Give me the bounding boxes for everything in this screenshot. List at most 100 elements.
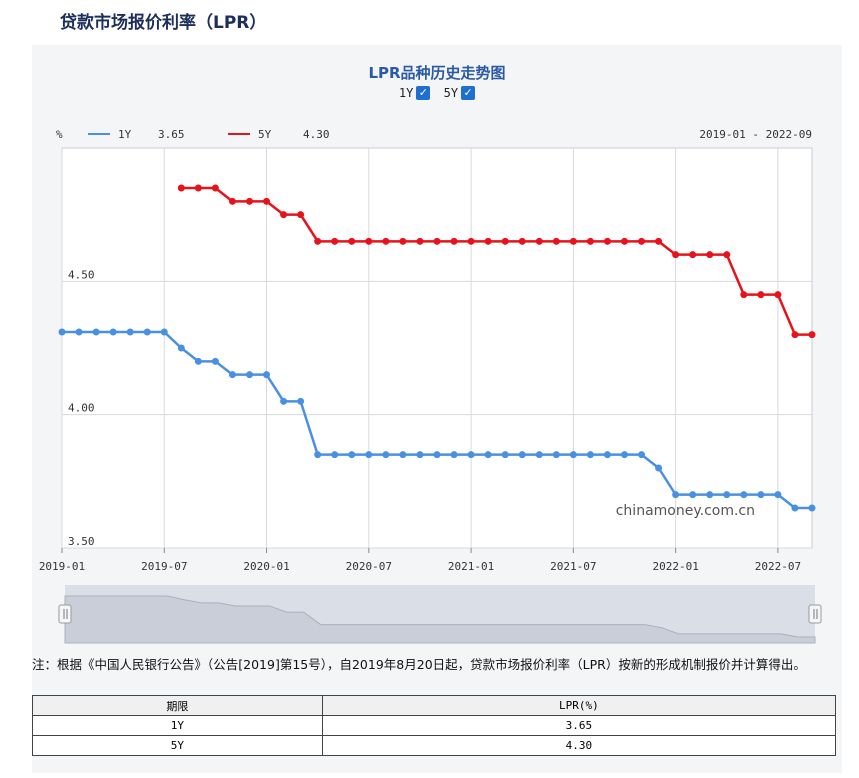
data-point-1y[interactable] xyxy=(706,491,714,499)
data-point-5y[interactable] xyxy=(382,237,390,245)
data-point-1y[interactable] xyxy=(211,357,219,365)
data-point-1y[interactable] xyxy=(586,451,594,459)
checkbox-1y-icon[interactable]: ✓ xyxy=(416,86,431,100)
data-point-1y[interactable] xyxy=(655,464,663,472)
cell-term: 5Y xyxy=(32,735,323,756)
data-point-5y[interactable] xyxy=(399,237,407,245)
data-point-1y[interactable] xyxy=(603,451,611,459)
data-point-1y[interactable] xyxy=(228,371,236,379)
x-tick-label: 2022-07 xyxy=(755,560,801,573)
data-point-1y[interactable] xyxy=(263,371,271,379)
data-point-5y[interactable] xyxy=(228,197,236,205)
range-slider-left-handle[interactable] xyxy=(58,604,72,624)
table-row: 5Y 4.30 xyxy=(32,735,837,756)
data-point-1y[interactable] xyxy=(484,451,492,459)
range-slider-right-handle[interactable] xyxy=(808,604,822,624)
lpr-chart: % 1Y 3.65 5Y 4.30 2019-01 - 2022-09 3.50… xyxy=(39,128,822,644)
data-point-5y[interactable] xyxy=(552,237,560,245)
data-point-5y[interactable] xyxy=(467,237,475,245)
chart-title: LPR品种历史走势图 xyxy=(368,64,506,82)
data-point-5y[interactable] xyxy=(689,251,697,259)
data-point-1y[interactable] xyxy=(672,491,680,499)
legend-5y-name[interactable]: 5Y xyxy=(258,128,272,141)
data-point-1y[interactable] xyxy=(416,451,424,459)
data-point-1y[interactable] xyxy=(297,397,305,405)
data-point-5y[interactable] xyxy=(638,237,646,245)
data-point-1y[interactable] xyxy=(791,504,799,512)
data-point-1y[interactable] xyxy=(621,451,628,459)
data-point-1y[interactable] xyxy=(382,451,390,459)
data-point-5y[interactable] xyxy=(416,237,424,245)
data-point-5y[interactable] xyxy=(297,211,305,219)
series-toggles: 1Y ✓ 5Y ✓ xyxy=(32,86,842,100)
data-point-1y[interactable] xyxy=(126,328,134,336)
data-point-5y[interactable] xyxy=(621,237,628,245)
data-point-5y[interactable] xyxy=(263,197,271,205)
data-point-1y[interactable] xyxy=(365,451,373,459)
data-point-1y[interactable] xyxy=(331,451,339,459)
data-point-5y[interactable] xyxy=(791,331,799,339)
legend-1y-name[interactable]: 1Y xyxy=(118,128,132,141)
data-point-1y[interactable] xyxy=(348,451,356,459)
data-point-5y[interactable] xyxy=(331,237,339,245)
data-point-1y[interactable] xyxy=(723,491,731,499)
data-point-5y[interactable] xyxy=(348,237,356,245)
data-point-1y[interactable] xyxy=(280,397,288,405)
toggle-1y[interactable]: 1Y ✓ xyxy=(399,86,431,100)
data-point-5y[interactable] xyxy=(603,237,611,245)
x-tick-label: 2021-07 xyxy=(550,560,596,573)
data-point-1y[interactable] xyxy=(638,451,646,459)
data-point-5y[interactable] xyxy=(655,237,663,245)
toggle-5y[interactable]: 5Y ✓ xyxy=(444,86,476,100)
data-point-5y[interactable] xyxy=(501,237,509,245)
data-point-5y[interactable] xyxy=(194,184,202,192)
data-point-1y[interactable] xyxy=(92,328,100,336)
data-point-1y[interactable] xyxy=(501,451,509,459)
data-point-1y[interactable] xyxy=(194,357,202,365)
data-point-5y[interactable] xyxy=(569,237,577,245)
data-point-1y[interactable] xyxy=(160,328,168,336)
data-point-5y[interactable] xyxy=(518,237,526,245)
data-point-5y[interactable] xyxy=(314,237,322,245)
data-point-5y[interactable] xyxy=(757,291,765,299)
data-point-5y[interactable] xyxy=(723,251,731,259)
data-point-1y[interactable] xyxy=(740,491,748,499)
data-point-1y[interactable] xyxy=(518,451,526,459)
data-point-5y[interactable] xyxy=(211,184,219,192)
data-point-1y[interactable] xyxy=(808,504,816,512)
data-point-1y[interactable] xyxy=(552,451,560,459)
data-point-1y[interactable] xyxy=(143,328,151,336)
x-tick-label: 2020-01 xyxy=(243,560,289,573)
data-point-1y[interactable] xyxy=(246,371,253,379)
data-point-1y[interactable] xyxy=(177,344,185,352)
data-point-5y[interactable] xyxy=(177,184,185,192)
data-point-5y[interactable] xyxy=(672,251,680,259)
data-point-1y[interactable] xyxy=(535,451,543,459)
data-point-5y[interactable] xyxy=(535,237,543,245)
data-point-5y[interactable] xyxy=(740,291,748,299)
data-point-1y[interactable] xyxy=(399,451,407,459)
watermark: chinamoney.com.cn xyxy=(616,503,755,519)
data-point-1y[interactable] xyxy=(109,328,117,336)
data-point-5y[interactable] xyxy=(433,237,441,245)
checkbox-5y-icon[interactable]: ✓ xyxy=(461,86,476,100)
data-point-1y[interactable] xyxy=(433,451,441,459)
data-point-1y[interactable] xyxy=(757,491,765,499)
data-point-5y[interactable] xyxy=(808,331,816,339)
data-point-5y[interactable] xyxy=(484,237,492,245)
data-point-5y[interactable] xyxy=(246,197,253,205)
data-point-1y[interactable] xyxy=(689,491,697,499)
data-point-1y[interactable] xyxy=(569,451,577,459)
data-point-5y[interactable] xyxy=(774,291,782,299)
data-point-5y[interactable] xyxy=(280,211,288,219)
data-point-1y[interactable] xyxy=(450,451,458,459)
data-point-5y[interactable] xyxy=(450,237,458,245)
data-point-1y[interactable] xyxy=(467,451,475,459)
data-point-1y[interactable] xyxy=(75,328,83,336)
data-point-1y[interactable] xyxy=(774,491,782,499)
data-point-1y[interactable] xyxy=(314,451,322,459)
data-point-5y[interactable] xyxy=(586,237,594,245)
data-point-5y[interactable] xyxy=(706,251,714,259)
data-point-1y[interactable] xyxy=(58,328,66,336)
data-point-5y[interactable] xyxy=(365,237,373,245)
